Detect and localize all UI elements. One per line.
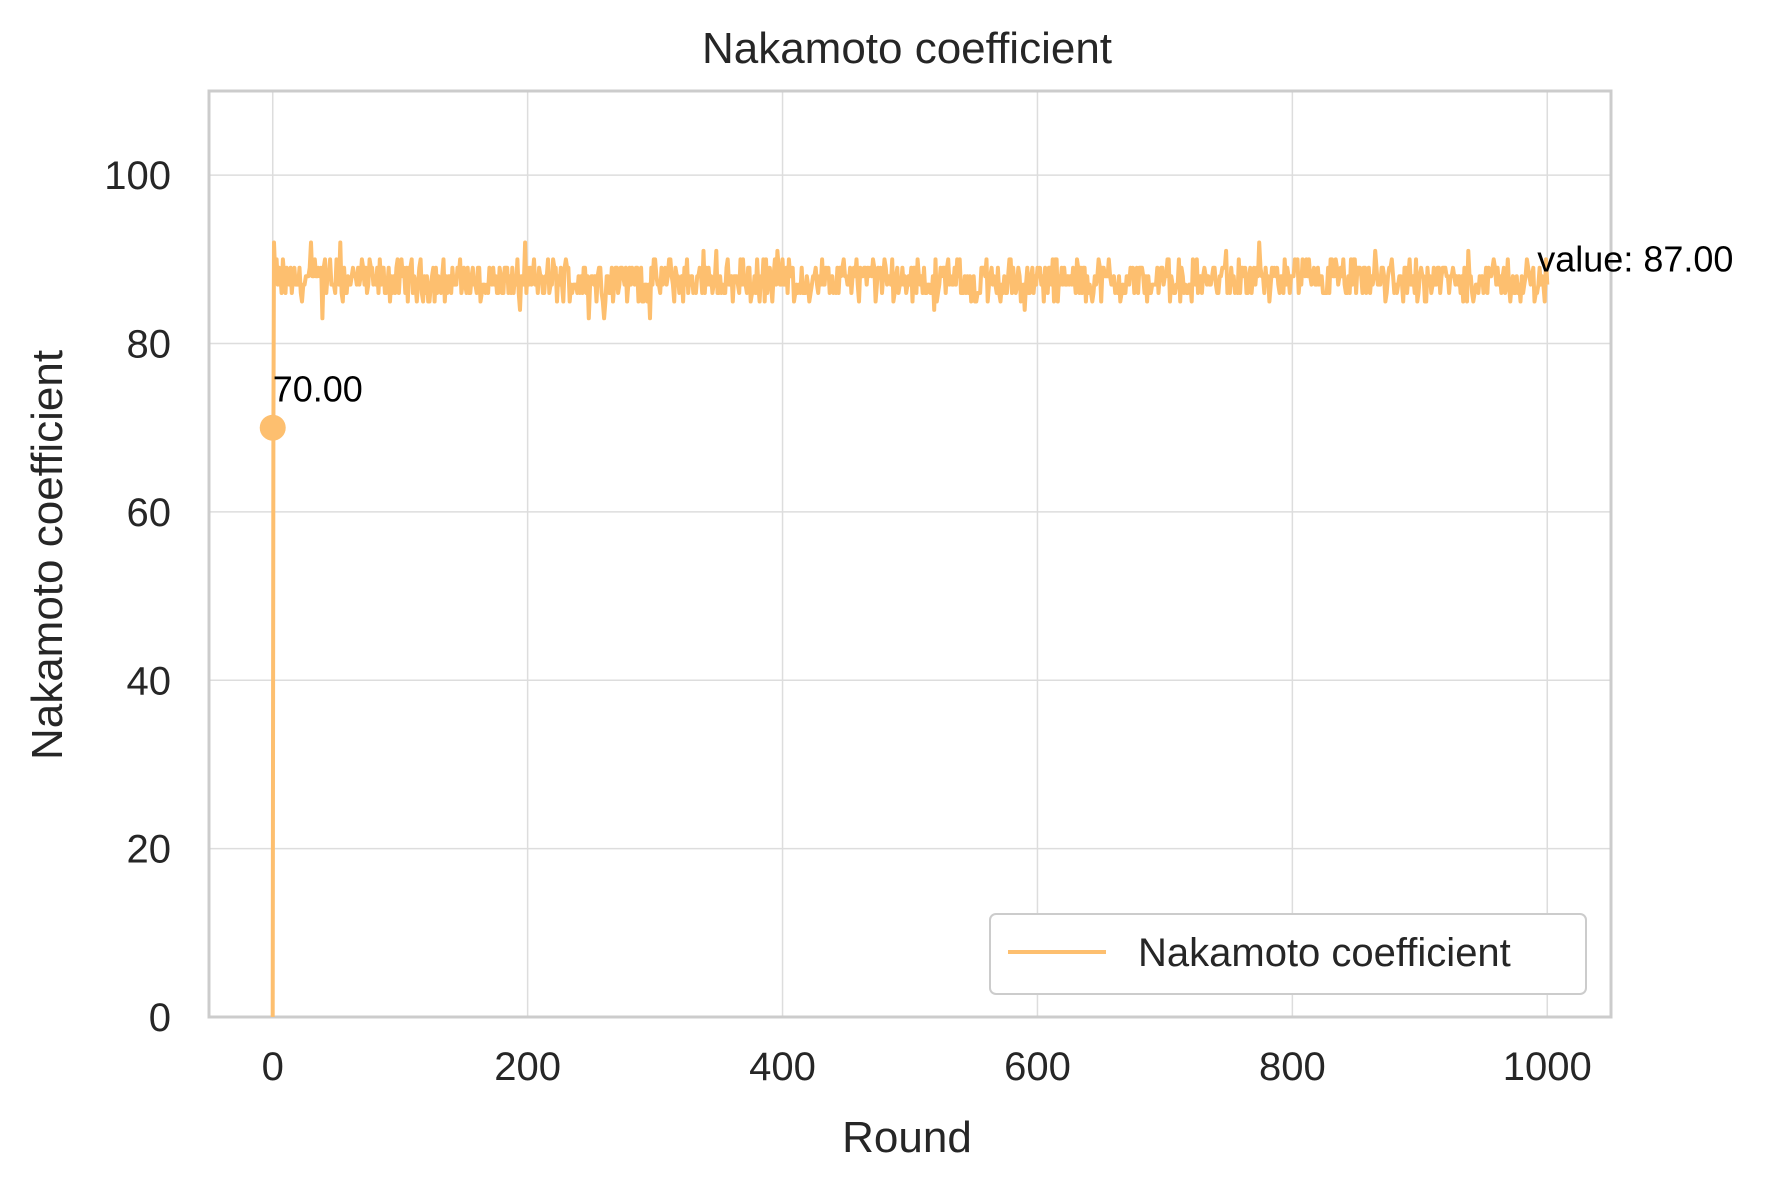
y-tick-label: 20 — [127, 828, 172, 872]
legend-box — [989, 913, 1587, 995]
x-tick-label: 200 — [494, 1045, 561, 1089]
legend-label: Nakamoto coefficient — [1138, 931, 1511, 975]
x-tick-label: 1000 — [1503, 1045, 1592, 1089]
series-line-nakamoto-coefficient — [270, 240, 1550, 1018]
x-axis-label: Round — [842, 1113, 972, 1162]
legend: Nakamoto coefficient — [989, 913, 1587, 995]
y-tick-label: 100 — [104, 154, 171, 198]
ticks: 0 200 400 600 800 1000 0 20 40 60 80 100 — [104, 154, 1592, 1089]
y-tick-label: 80 — [127, 323, 172, 367]
annotation-label: value: 87.00 — [1537, 239, 1733, 280]
annotations: 70.00 value: 87.00 — [259, 239, 1733, 441]
x-tick-label: 400 — [749, 1045, 816, 1089]
plot-frame — [207, 89, 1613, 1019]
annotation-label: 70.00 — [273, 369, 363, 410]
x-tick-label: 600 — [1004, 1045, 1071, 1089]
y-tick-label: 60 — [127, 491, 172, 535]
x-tick-label: 0 — [262, 1045, 284, 1089]
x-tick-label: 800 — [1259, 1045, 1326, 1089]
y-tick-label: 40 — [127, 659, 172, 703]
y-tick-label: 0 — [149, 996, 171, 1040]
y-axis-label: Nakamoto coefficient — [23, 350, 72, 760]
chart-title: Nakamoto coefficient — [702, 24, 1112, 73]
annotation-marker — [259, 414, 286, 441]
